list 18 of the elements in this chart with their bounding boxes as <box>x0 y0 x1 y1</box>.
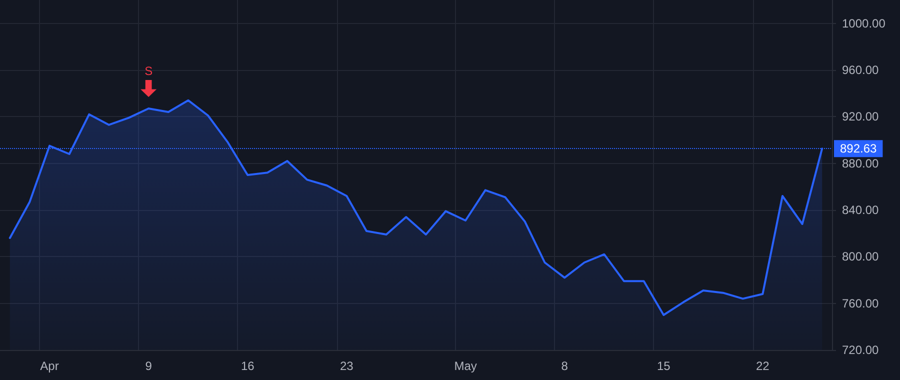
y-tick-label: 840.00 <box>842 203 880 217</box>
y-tick-label: 960.00 <box>842 63 880 77</box>
x-tick-label: 23 <box>340 359 354 373</box>
y-tick-label: 920.00 <box>842 110 880 124</box>
y-tick-label: 800.00 <box>842 250 880 264</box>
x-tick-label: May <box>454 359 477 373</box>
x-tick-label: 8 <box>561 359 568 373</box>
y-tick-label: 720.00 <box>842 343 880 357</box>
x-tick-label: 15 <box>656 359 671 373</box>
x-tick-label: Apr <box>40 359 59 373</box>
x-tick-label: 22 <box>756 359 770 373</box>
x-tick-label: 9 <box>145 359 152 373</box>
y-tick-label: 1000.00 <box>842 16 886 30</box>
y-tick-label: 760.00 <box>842 296 880 310</box>
annotation: S <box>144 64 153 78</box>
y-tick-label: 880.00 <box>842 156 880 170</box>
ref-line-label: 892.63 <box>840 142 878 156</box>
x-tick-label: 16 <box>240 359 255 373</box>
